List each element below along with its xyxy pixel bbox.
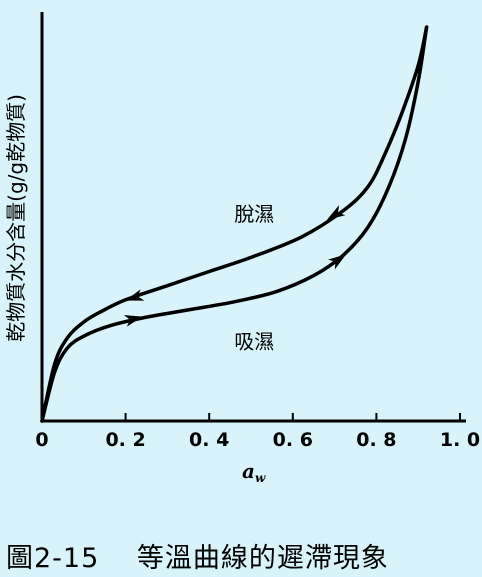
axes <box>40 12 466 423</box>
x-tick-labels: 0 0. 2 0. 4 0. 6 0. 8 1. 0 <box>35 429 480 451</box>
series-line-decreasing <box>40 25 429 423</box>
figure-caption: 圖2-15 等溫曲線的遲滯現象 <box>6 543 389 574</box>
series-lines <box>40 25 429 423</box>
direction-arrow <box>123 315 143 327</box>
y-axis-title: 乾物質水分含量(g/g乾物質) <box>4 94 28 342</box>
x-axis-title-subscript: w <box>255 471 266 485</box>
direction-arrow <box>327 254 347 270</box>
direction-arrow <box>326 205 346 220</box>
x-tick-label: 0. 6 <box>273 429 313 451</box>
series-label: 脫濕 <box>234 202 274 226</box>
x-tick-label: 0. 4 <box>189 429 229 451</box>
x-tick-label: 1. 0 <box>440 429 480 451</box>
x-axis-title-main: a <box>242 459 255 483</box>
direction-arrow <box>125 289 145 301</box>
series-label: 吸濕 <box>234 329 274 353</box>
direction-arrows <box>123 205 347 327</box>
x-axis-title: aw <box>242 459 266 485</box>
series-line-increasing <box>40 25 429 423</box>
x-tick-label: 0. 2 <box>105 429 145 451</box>
x-tick-label: 0. 8 <box>356 429 396 451</box>
x-tick-label: 0 <box>35 429 48 451</box>
hysteresis-chart: 0 0. 2 0. 4 0. 6 0. 8 1. 0 脫濕吸濕 aw 乾物質水分含量(g/… <box>4 12 480 485</box>
